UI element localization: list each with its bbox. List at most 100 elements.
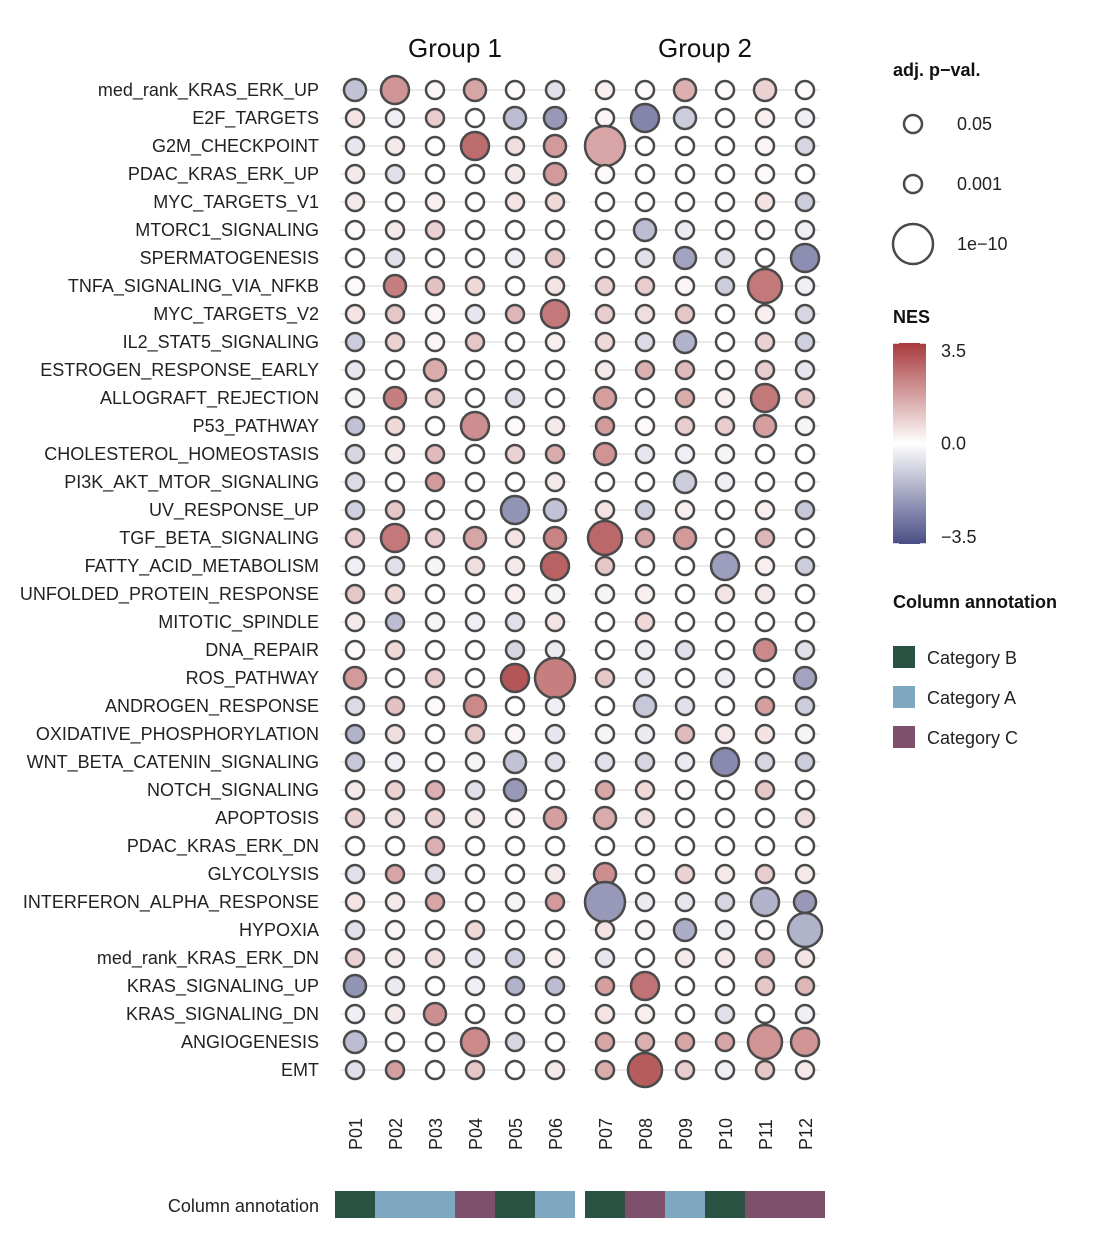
dot [714, 107, 736, 129]
dot [583, 124, 627, 168]
dot [674, 555, 696, 577]
dot [629, 102, 661, 134]
size-legend-label: 1e−10 [957, 234, 1008, 254]
dot [594, 695, 616, 717]
dot [542, 497, 568, 523]
dot [634, 387, 656, 409]
column-annotation-bar: Column annotation [168, 1191, 825, 1218]
dot [344, 191, 366, 213]
dot [424, 79, 446, 101]
row-label: E2F_TARGETS [192, 108, 319, 129]
dot [504, 387, 526, 409]
dot [674, 751, 696, 773]
dot [672, 245, 698, 271]
dot [754, 919, 776, 941]
group-label: Group 2 [658, 33, 752, 63]
dot [674, 891, 696, 913]
dot [714, 443, 736, 465]
dot [583, 880, 627, 924]
dot [672, 105, 698, 131]
dot [674, 583, 696, 605]
dot [462, 525, 488, 551]
dot [424, 779, 446, 801]
row-label: TGF_BETA_SIGNALING [119, 528, 319, 549]
dot [344, 247, 366, 269]
annotation-legend: Column annotation Category B Category A Ca… [893, 592, 1057, 748]
row-label: G2M_CHECKPOINT [152, 136, 319, 157]
dot [544, 1003, 566, 1025]
dot [544, 359, 566, 381]
row-label: ANDROGEN_RESPONSE [105, 696, 319, 717]
dot [674, 499, 696, 521]
annotation-cell [455, 1191, 495, 1218]
dot [674, 415, 696, 437]
dot [344, 387, 366, 409]
dot [504, 1031, 526, 1053]
dot [504, 807, 526, 829]
column-label: P06 [546, 1118, 566, 1150]
dot [544, 891, 566, 913]
dot [754, 583, 776, 605]
dot [344, 611, 366, 633]
dot [464, 247, 486, 269]
dot [502, 777, 528, 803]
row-label: FATTY_ACID_METABOLISM [85, 556, 319, 577]
annotation-cell [745, 1191, 785, 1218]
dot [714, 219, 736, 241]
dot [714, 1059, 736, 1081]
dot [464, 835, 486, 857]
dot [544, 583, 566, 605]
dot [634, 611, 656, 633]
dot [714, 247, 736, 269]
dot [544, 835, 566, 857]
dot [464, 555, 486, 577]
dot [674, 779, 696, 801]
dot [384, 1003, 406, 1025]
dot [424, 695, 446, 717]
annotation-cell [585, 1191, 625, 1218]
dot [464, 331, 486, 353]
dot [672, 525, 698, 551]
dot [594, 1031, 616, 1053]
annotation-cell [785, 1191, 825, 1218]
dot [634, 359, 656, 381]
dot [459, 130, 491, 162]
dot [464, 919, 486, 941]
group-labels: Group 1 Group 2 [408, 33, 752, 63]
dot [754, 695, 776, 717]
row-label: med_rank_KRAS_ERK_DN [97, 948, 319, 969]
dot [424, 163, 446, 185]
dot [714, 163, 736, 185]
dot [674, 443, 696, 465]
dot [754, 191, 776, 213]
dot [424, 415, 446, 437]
dot [533, 656, 577, 700]
dot [344, 471, 366, 493]
dot [634, 751, 656, 773]
dot [634, 247, 656, 269]
annotation-legend-label: Category C [927, 728, 1018, 748]
dot [674, 975, 696, 997]
dot [672, 329, 698, 355]
annotation-legend-swatch [893, 726, 915, 748]
dot [464, 219, 486, 241]
annotation-cell [535, 1191, 575, 1218]
dot [344, 947, 366, 969]
dot [504, 163, 526, 185]
annotation-cell [625, 1191, 665, 1218]
dot [384, 471, 406, 493]
dot [749, 886, 781, 918]
dot [674, 807, 696, 829]
dot [384, 1031, 406, 1053]
row-label: MYC_TARGETS_V2 [153, 304, 319, 325]
dot [629, 970, 661, 1002]
dot [632, 217, 658, 243]
column-label: P01 [346, 1118, 366, 1150]
dot [499, 662, 531, 694]
dot [504, 975, 526, 997]
dot [424, 555, 446, 577]
dot [504, 359, 526, 381]
dot [634, 779, 656, 801]
dot [344, 1059, 366, 1081]
dot [592, 441, 618, 467]
